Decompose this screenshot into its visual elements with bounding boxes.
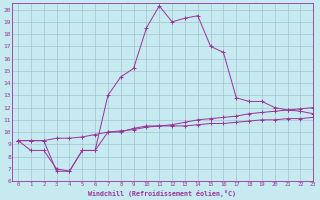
X-axis label: Windchill (Refroidissement éolien,°C): Windchill (Refroidissement éolien,°C) <box>88 190 236 197</box>
